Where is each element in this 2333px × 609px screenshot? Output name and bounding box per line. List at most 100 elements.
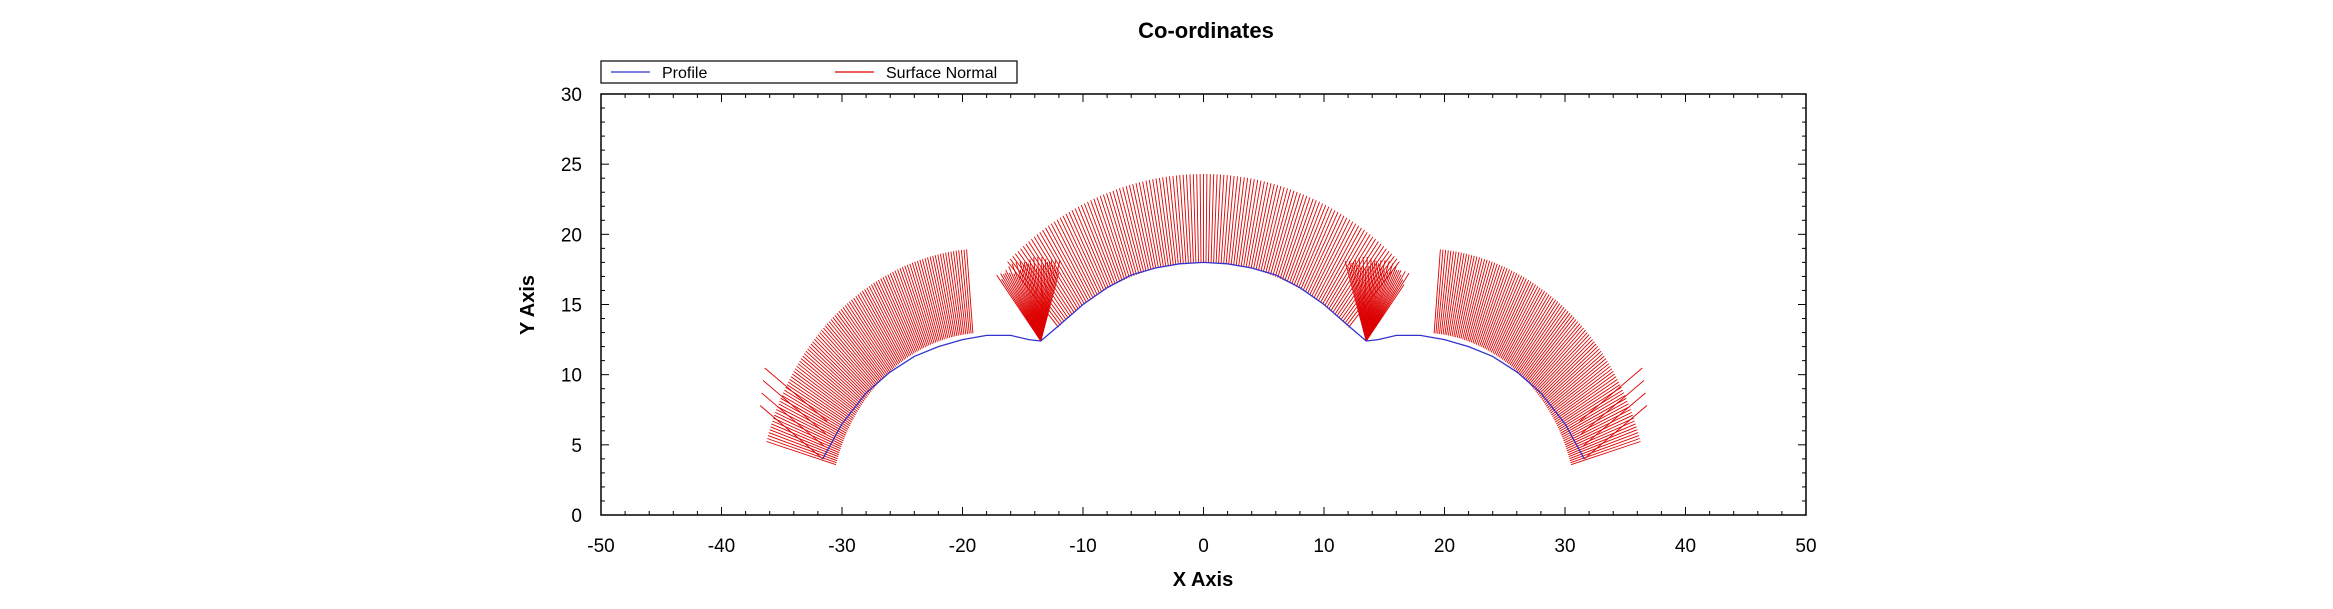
y-tick-labels: 0 5 10 15 20 25 30 [561,85,582,527]
x-tick-label: -40 [708,536,735,557]
surface-normal-line [1580,380,1645,435]
surface-normal-line [1093,198,1123,281]
surface-normal-line [1494,279,1530,355]
surface-normal-line [877,279,913,355]
surface-normal-line [1484,271,1515,349]
surface-normal-line [1112,190,1137,275]
surface-normal-line [1053,221,1094,298]
surface-normal-line [1218,174,1225,264]
surface-normal-line [802,355,862,407]
legend: Profile Surface Normal [600,60,1018,84]
surface-normal-line [868,285,907,359]
surface-normal-line [1559,392,1625,432]
surface-normal-line [1102,194,1130,278]
surface-normal-line [1172,175,1182,264]
surface-normal-line [1235,177,1249,266]
surface-normal-line [773,417,841,450]
surface-normal-line [1470,262,1496,343]
surface-normal-line [1050,223,1092,300]
surface-normal-line [1288,201,1320,284]
surface-normal-line [1479,268,1508,347]
surface-normal-line [1541,346,1599,400]
surface-normal-line [1071,210,1107,290]
surface-normal-line [1556,384,1621,427]
surface-normal-line [1498,284,1537,358]
surface-normal-line [862,290,902,363]
surface-normal-line [966,249,974,334]
surface-normal-line [1291,203,1324,285]
surface-normal-line [1542,348,1600,402]
surface-normal-line [832,317,882,381]
surface-normal-line [1480,269,1510,348]
surface-normal-line [1238,178,1252,266]
surface-normal-line [821,329,875,389]
surface-normal-line [1158,177,1172,266]
surface-normal-line [1554,378,1618,423]
surface-normal-line [810,343,867,399]
surface-normal-line [1439,250,1449,334]
surface-normal-line [1309,217,1348,295]
surface-normal-line [1230,176,1242,265]
surface-normal-line [1106,193,1133,277]
surface-normal-line [1223,175,1232,264]
surface-normal-line [1565,414,1633,448]
surface-normal-line [1099,195,1128,279]
surface-normal-line [1326,234,1371,308]
surface-normal-line [864,289,904,361]
surface-normal-line [826,323,878,385]
surface-normal-line [1220,175,1228,264]
surface-normal-line [1492,278,1527,354]
surface-normal-line [1511,297,1554,367]
surface-normal-line [1515,303,1561,371]
surface-normal-line [894,270,925,348]
surface-normal-line [897,269,927,348]
surface-normal-line [794,368,856,416]
surface-normal-line [870,284,909,358]
surface-normal-line [838,310,886,376]
surface-normal-line [1560,395,1626,434]
y-tick-label: 10 [561,366,582,387]
surface-normal-line [1552,371,1614,418]
surface-normal-line [1142,181,1159,268]
surface-normal-line [1579,367,1643,422]
surface-normal-line [880,278,915,354]
legend-label-profile: Profile [662,65,707,82]
surface-normal-line [764,367,828,422]
surface-normal-series [759,173,1648,466]
surface-normal-line [1561,400,1628,438]
surface-normal-line [1467,260,1491,342]
surface-normal-line [1284,198,1314,281]
surface-normal-line [775,411,843,446]
surface-normal-line [1272,191,1298,276]
x-tick-label: 40 [1675,536,1696,557]
surface-normal-line [1260,185,1282,272]
surface-normal-line [834,315,884,379]
surface-normal-line [766,441,837,466]
surface-normal-line [1500,285,1539,359]
surface-normal-line [1245,180,1262,268]
surface-normal-line [1318,225,1360,302]
surface-normal-line [1304,213,1342,293]
surface-normal-line [1545,355,1605,407]
x-tick-label: -50 [587,536,614,557]
surface-normal-line [1215,174,1221,263]
surface-normal-line [1531,327,1584,388]
surface-normal-line [1274,193,1301,277]
surface-normal-line [1474,264,1501,345]
surface-normal-line [1547,358,1607,409]
surface-normal-line [1458,256,1478,339]
surface-normal-line [901,266,930,346]
surface-normal-line [1487,274,1520,351]
surface-normal-line [909,263,935,344]
surface-normal-line [1437,249,1447,334]
surface-normal-line [1324,232,1368,306]
surface-normal-line [1152,179,1167,267]
surface-normal-line [1205,173,1208,263]
surface-normal-line [1543,350,1602,404]
surface-normal-line [1462,258,1483,340]
surface-normal-line [1495,281,1532,356]
surface-normal-line [887,274,920,351]
surface-normal-line [792,373,854,419]
surface-normal-line [1433,249,1441,334]
surface-normal-line [1582,392,1646,447]
